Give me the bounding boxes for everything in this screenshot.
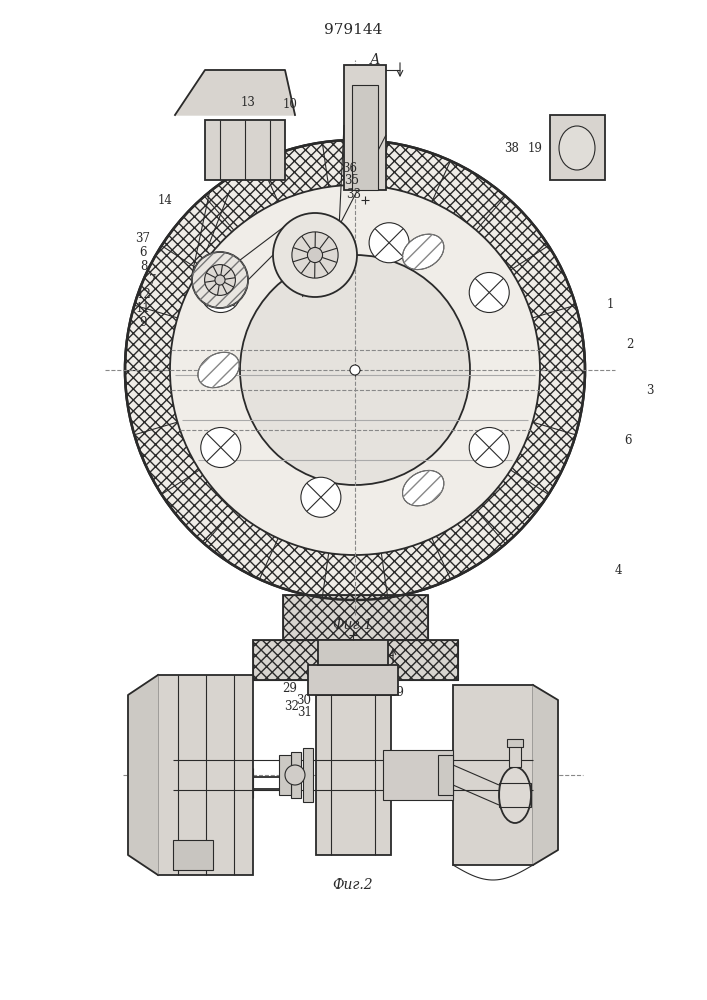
Text: 36: 36 [342, 161, 358, 174]
Ellipse shape [369, 223, 409, 263]
Ellipse shape [559, 126, 595, 170]
Text: 2: 2 [626, 338, 633, 352]
Bar [344, 65, 386, 190]
Bar [253, 640, 458, 680]
Text: 3: 3 [646, 383, 654, 396]
Bar [507, 739, 523, 747]
Text: 37: 37 [136, 232, 151, 244]
Bar [509, 745, 521, 767]
Text: Фиг.2: Фиг.2 [333, 878, 373, 892]
Polygon shape [128, 675, 158, 875]
Bar [383, 750, 453, 800]
Text: А: А [370, 53, 380, 67]
Text: 29: 29 [283, 682, 298, 694]
Bar [316, 695, 391, 855]
Text: 979144: 979144 [324, 23, 382, 37]
Ellipse shape [198, 352, 239, 388]
Text: 38: 38 [505, 141, 520, 154]
Bar [438, 755, 453, 795]
Ellipse shape [192, 252, 248, 308]
Ellipse shape [308, 247, 322, 263]
Ellipse shape [350, 365, 360, 375]
Bar [318, 640, 388, 665]
Text: 35: 35 [344, 174, 359, 188]
Ellipse shape [201, 272, 241, 312]
Ellipse shape [240, 255, 470, 485]
Bar [291, 752, 301, 798]
Polygon shape [175, 70, 295, 115]
Bar [158, 675, 253, 875]
Text: 11: 11 [136, 302, 151, 314]
Ellipse shape [215, 275, 225, 285]
Ellipse shape [273, 213, 357, 297]
Text: 26: 26 [520, 776, 534, 788]
Text: 19: 19 [390, 686, 404, 698]
Text: 8: 8 [140, 259, 148, 272]
Bar [550, 115, 605, 180]
Text: 9: 9 [139, 316, 147, 328]
Bar [352, 85, 378, 190]
Bar [303, 748, 313, 802]
Text: 10: 10 [283, 99, 298, 111]
Bar [173, 840, 213, 870]
Text: 34: 34 [187, 694, 201, 706]
Bar [308, 665, 398, 695]
Ellipse shape [292, 232, 338, 278]
Ellipse shape [201, 428, 241, 468]
Text: 30: 30 [296, 694, 312, 706]
Text: 32: 32 [284, 700, 300, 712]
Text: 4: 4 [614, 564, 621, 576]
Ellipse shape [469, 272, 509, 312]
Ellipse shape [402, 234, 444, 270]
Text: 12: 12 [136, 288, 151, 302]
Text: 13: 13 [240, 96, 255, 108]
Ellipse shape [469, 428, 509, 468]
Ellipse shape [125, 140, 585, 600]
Bar [283, 595, 428, 640]
Bar [205, 120, 285, 180]
Ellipse shape [499, 767, 531, 823]
Bar [499, 783, 531, 807]
Text: 33: 33 [346, 188, 361, 200]
Ellipse shape [170, 185, 540, 555]
Ellipse shape [301, 477, 341, 517]
Ellipse shape [204, 265, 235, 295]
Text: 19: 19 [527, 141, 542, 154]
Text: 27: 27 [495, 746, 510, 758]
Text: 7: 7 [149, 273, 157, 286]
Bar [253, 640, 458, 680]
Ellipse shape [285, 765, 305, 785]
Polygon shape [533, 685, 558, 865]
Text: А: А [363, 653, 373, 667]
Text: 6: 6 [624, 434, 632, 446]
Bar [283, 595, 428, 640]
Ellipse shape [402, 470, 444, 506]
Bar [453, 685, 533, 865]
Text: 14: 14 [158, 194, 173, 207]
Text: Фиг.1: Фиг.1 [333, 618, 373, 632]
Text: 1: 1 [607, 298, 614, 312]
Text: 28: 28 [503, 762, 518, 774]
Text: 6: 6 [139, 245, 147, 258]
Bar [279, 755, 291, 795]
Text: 31: 31 [298, 706, 312, 718]
